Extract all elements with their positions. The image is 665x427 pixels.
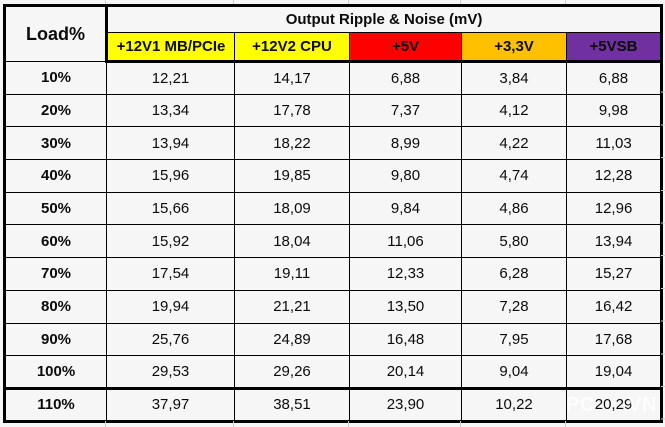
column-header-5vsb: +5VSB <box>565 32 663 63</box>
value-cell: 8,99 <box>349 126 462 161</box>
table-row: 40% 15,96 19,85 9,80 4,74 12,28 <box>4 159 663 193</box>
value-cell: 19,04 <box>565 355 663 389</box>
value-cell: 37,97 <box>106 386 235 422</box>
group-header-row: Load% Output Ripple & Noise (mV) <box>4 5 663 62</box>
value-cell: 17,54 <box>106 257 235 291</box>
value-cell: 4,12 <box>461 93 567 128</box>
value-cell: 20,14 <box>349 355 462 389</box>
value-cell: 11,06 <box>349 224 462 259</box>
load-cell: 110% <box>4 386 107 422</box>
value-cell: 12,21 <box>106 61 235 95</box>
value-cell: 13,94 <box>565 224 663 259</box>
sheet-gridline-stub <box>460 0 461 4</box>
value-cell: 23,90 <box>349 386 462 422</box>
value-cell: 15,66 <box>106 191 235 226</box>
value-cell: 12,33 <box>349 257 462 291</box>
sheet-gridline-stub <box>233 421 234 427</box>
value-cell: 29,26 <box>234 355 350 389</box>
value-cell: 19,11 <box>234 257 350 291</box>
table-row: 80% 19,94 21,21 13,50 7,28 16,42 <box>4 289 663 324</box>
value-cell: 4,74 <box>461 159 567 193</box>
value-cell: 13,34 <box>106 93 235 128</box>
value-cell: 18,09 <box>234 191 350 226</box>
value-cell: 6,88 <box>349 61 462 95</box>
value-cell: 17,68 <box>565 322 663 357</box>
value-cell: 20,29 <box>565 386 663 422</box>
load-cell: 40% <box>4 159 107 193</box>
table-row: 10% 12,21 14,17 6,88 3,84 6,88 <box>4 61 663 95</box>
load-cell: 20% <box>4 93 107 128</box>
sheet-gridline-stub <box>233 0 234 4</box>
load-cell: 50% <box>4 191 107 226</box>
value-cell: 18,04 <box>234 224 350 259</box>
value-cell: 17,78 <box>234 93 350 128</box>
value-cell: 4,86 <box>461 191 567 226</box>
value-cell: 9,98 <box>565 93 663 128</box>
load-cell: 100% <box>4 355 107 389</box>
value-cell: 15,27 <box>565 257 663 291</box>
value-cell: 24,89 <box>234 322 350 357</box>
sheet-gridline-stub <box>460 421 461 427</box>
value-cell: 9,80 <box>349 159 462 193</box>
table-row: 110% 37,97 38,51 23,90 10,22 20,29 <box>4 386 663 422</box>
value-cell: 19,94 <box>106 289 235 324</box>
value-cell: 3,84 <box>461 61 567 95</box>
value-cell: 29,53 <box>106 355 235 389</box>
load-cell: 90% <box>4 322 107 357</box>
value-cell: 18,22 <box>234 126 350 161</box>
value-cell: 15,92 <box>106 224 235 259</box>
value-cell: 7,28 <box>461 289 567 324</box>
value-cell: 13,50 <box>349 289 462 324</box>
table-row: 50% 15,66 18,09 9,84 4,86 12,96 <box>4 191 663 226</box>
load-cell: 60% <box>4 224 107 259</box>
load-cell: 30% <box>4 126 107 161</box>
table-row: 70% 17,54 19,11 12,33 6,28 15,27 <box>4 257 663 291</box>
sheet-gridline-stub <box>348 0 349 4</box>
sheet-gridline-stub <box>348 421 349 427</box>
table-row: 20% 13,34 17,78 7,37 4,12 9,98 <box>4 93 663 128</box>
column-header-12v2-cpu: +12V2 CPU <box>234 32 350 63</box>
value-cell: 16,48 <box>349 322 462 357</box>
value-cell: 14,17 <box>234 61 350 95</box>
value-cell: 7,37 <box>349 93 462 128</box>
table-title: Output Ripple & Noise (mV) <box>105 5 663 33</box>
table-row: 60% 15,92 18,04 11,06 5,80 13,94 <box>4 224 663 259</box>
value-cell: 6,28 <box>461 257 567 291</box>
value-cell: 19,85 <box>234 159 350 193</box>
value-cell: 15,96 <box>106 159 235 193</box>
sheet-gridline-stubs-right <box>661 60 665 422</box>
sheet-gridline-stub <box>105 421 106 427</box>
value-cell: 12,28 <box>565 159 663 193</box>
value-cell: 9,04 <box>461 355 567 389</box>
value-cell: 9,84 <box>349 191 462 226</box>
value-cell: 11,03 <box>565 126 663 161</box>
value-cell: 12,96 <box>565 191 663 226</box>
table-row: 100% 29,53 29,26 20,14 9,04 19,04 <box>4 355 663 389</box>
column-header-12v1-mb-pcie: +12V1 MB/PCIe <box>106 32 235 63</box>
value-cell: 13,94 <box>106 126 235 161</box>
table-row: 30% 13,94 18,22 8,99 4,22 11,03 <box>4 126 663 161</box>
ripple-noise-table: Load% Output Ripple & Noise (mV) +12V1 M… <box>3 4 664 423</box>
sheet-gridline-stub <box>565 421 566 427</box>
value-cell: 38,51 <box>234 386 350 422</box>
load-column-header: Load% <box>4 5 108 62</box>
value-cell: 10,22 <box>461 386 567 422</box>
value-cell: 7,95 <box>461 322 567 357</box>
value-cell: 4,22 <box>461 126 567 161</box>
load-cell: 70% <box>4 257 107 291</box>
value-cell: 21,21 <box>234 289 350 324</box>
value-cell: 5,80 <box>461 224 567 259</box>
value-cell: 25,76 <box>106 322 235 357</box>
column-header-row: +12V1 MB/PCIe +12V2 CPU +5V +3,3V +5VSB <box>5 32 663 63</box>
load-cell: 10% <box>4 61 107 95</box>
column-header-3v3: +3,3V <box>461 32 567 63</box>
column-header-5v: +5V <box>349 32 462 63</box>
table-row: 90% 25,76 24,89 16,48 7,95 17,68 <box>4 322 663 357</box>
load-cell: 80% <box>4 289 107 324</box>
sheet-gridline-stub <box>105 0 106 4</box>
value-cell: 6,88 <box>565 61 663 95</box>
sheet-gridline-stub <box>565 0 566 4</box>
value-cell: 16,42 <box>565 289 663 324</box>
